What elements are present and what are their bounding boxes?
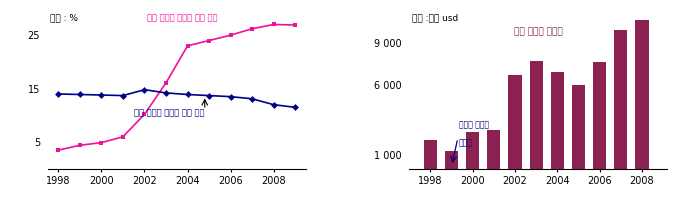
Bar: [445, 151, 458, 169]
Bar: [593, 62, 606, 169]
Bar: [614, 30, 627, 169]
Text: 중국 수입중 대대만 수입 비중: 중국 수입중 대대만 수입 비중: [133, 108, 204, 117]
Bar: [530, 61, 543, 169]
Bar: [424, 141, 437, 169]
Bar: [635, 20, 648, 169]
Text: 단위 : %: 단위 : %: [50, 13, 78, 22]
Bar: [572, 85, 585, 169]
Text: 투자액: 투자액: [459, 138, 473, 147]
Bar: [488, 130, 501, 169]
Bar: [509, 75, 522, 169]
Bar: [551, 72, 564, 169]
Text: 대만 수출중 대중국 수출 비중: 대만 수출중 대중국 수출 비중: [146, 13, 217, 22]
Text: 중국의 대대만: 중국의 대대만: [459, 121, 489, 130]
Text: 대만 대중국 투자액: 대만 대중국 투자액: [514, 28, 563, 37]
Text: 단위 :백만 usd: 단위 :백만 usd: [412, 13, 458, 22]
Bar: [466, 133, 479, 169]
